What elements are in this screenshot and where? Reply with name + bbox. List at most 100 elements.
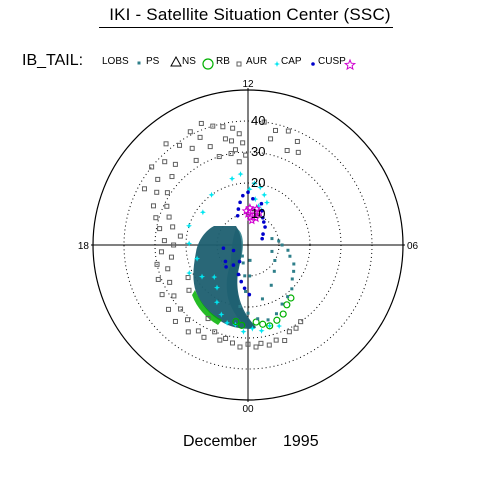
- point-rb: [153, 215, 159, 221]
- legend-entry-cap: CAP: [281, 56, 302, 67]
- point-aur: [213, 299, 220, 306]
- point-aur: [257, 184, 264, 191]
- point-lobs: [238, 304, 242, 308]
- point-cap: [224, 265, 228, 269]
- point-rb: [185, 329, 191, 335]
- point-lobs: [277, 239, 281, 243]
- point-lobs: [270, 249, 274, 253]
- point-cap: [262, 220, 266, 224]
- point-cap: [246, 190, 250, 195]
- point-rb: [154, 261, 160, 267]
- point-rb: [178, 306, 184, 312]
- point-lobs: [260, 297, 264, 301]
- point-ns: [252, 318, 260, 326]
- point-rb: [141, 186, 147, 192]
- point-rb: [150, 203, 156, 209]
- point-rb: [155, 176, 161, 182]
- point-aur: [258, 327, 265, 334]
- legend-symbol-cusp: [343, 58, 357, 71]
- point-rb: [294, 138, 300, 144]
- point-lobs: [256, 317, 260, 321]
- point-rb: [216, 154, 222, 160]
- point-lobs: [290, 277, 294, 281]
- point-aur: [240, 328, 247, 335]
- point-lobs: [274, 312, 278, 316]
- title-underline: [99, 27, 393, 28]
- point-rb: [197, 134, 203, 140]
- ns-population-region: [192, 290, 222, 325]
- point-lobs: [266, 318, 270, 322]
- point-aur: [252, 196, 259, 203]
- point-rb: [258, 340, 264, 346]
- point-rb: [285, 128, 291, 134]
- point-cap: [223, 259, 228, 264]
- point-rb: [163, 141, 169, 147]
- point-rb: [162, 159, 168, 165]
- point-rb: [186, 287, 192, 293]
- point-aur: [186, 270, 193, 276]
- legend-entry-ps: PS: [146, 56, 160, 67]
- point-lobs: [246, 311, 250, 315]
- legend-symbols: [137, 55, 357, 71]
- point-lobs: [269, 283, 273, 287]
- point-ns: [232, 317, 240, 326]
- radial-tick-20: 20: [251, 175, 265, 190]
- point-rb: [161, 238, 167, 244]
- point-cap: [239, 279, 244, 284]
- radial-tick-30: 30: [251, 144, 265, 159]
- point-aur: [199, 273, 205, 280]
- point-aur: [255, 203, 262, 210]
- point-cap: [235, 213, 240, 218]
- point-aur: [251, 180, 258, 187]
- point-aur: [276, 323, 283, 329]
- point-rb: [273, 337, 279, 343]
- point-rb: [207, 144, 213, 150]
- point-rb: [198, 120, 204, 126]
- point-rb: [286, 329, 292, 335]
- point-ns: [279, 310, 287, 318]
- point-rb: [223, 335, 229, 341]
- point-rb: [268, 136, 274, 142]
- point-rb: [253, 344, 259, 350]
- point-aur: [249, 325, 256, 332]
- point-aur: [214, 284, 220, 291]
- point-lobs: [288, 254, 292, 258]
- point-rb: [293, 325, 299, 331]
- point-lobs: [292, 262, 296, 266]
- point-lobs: [273, 259, 277, 262]
- point-rb: [243, 152, 249, 158]
- point-rb: [154, 189, 160, 195]
- legend-label: IB_TAIL:: [22, 52, 84, 69]
- point-rb: [210, 123, 216, 129]
- marker-layer: [141, 119, 304, 350]
- point-aur: [224, 319, 231, 326]
- footer-year: 1995: [283, 433, 319, 450]
- point-rb: [159, 292, 165, 298]
- legend: IB_TAIL: LOBS PS NS RB AUR CAP CUSP: [22, 52, 482, 72]
- point-rb: [172, 318, 178, 324]
- point-cap: [238, 200, 242, 205]
- point-cap: [263, 225, 267, 229]
- point-rb: [165, 266, 171, 272]
- point-rb: [193, 157, 199, 163]
- point-rb: [185, 317, 191, 323]
- point-cusp: [251, 213, 261, 223]
- point-rb: [170, 224, 176, 230]
- point-rb: [185, 275, 191, 281]
- legend-entry-cusp: CUSP: [318, 56, 346, 67]
- point-rb: [272, 127, 278, 133]
- point-ns: [283, 301, 291, 309]
- point-cap: [231, 263, 236, 267]
- point-rb: [229, 138, 235, 144]
- point-rb: [205, 316, 211, 322]
- point-cap: [231, 248, 236, 253]
- grid-layer: [91, 88, 405, 402]
- page-title: IKI - Satellite Situation Center (SSC): [109, 5, 391, 24]
- mlt-label-left: 18: [78, 241, 90, 252]
- point-rb: [165, 306, 171, 312]
- point-aur: [186, 240, 193, 247]
- point-cap: [236, 207, 241, 211]
- point-cap: [221, 246, 226, 251]
- point-rb: [245, 341, 251, 347]
